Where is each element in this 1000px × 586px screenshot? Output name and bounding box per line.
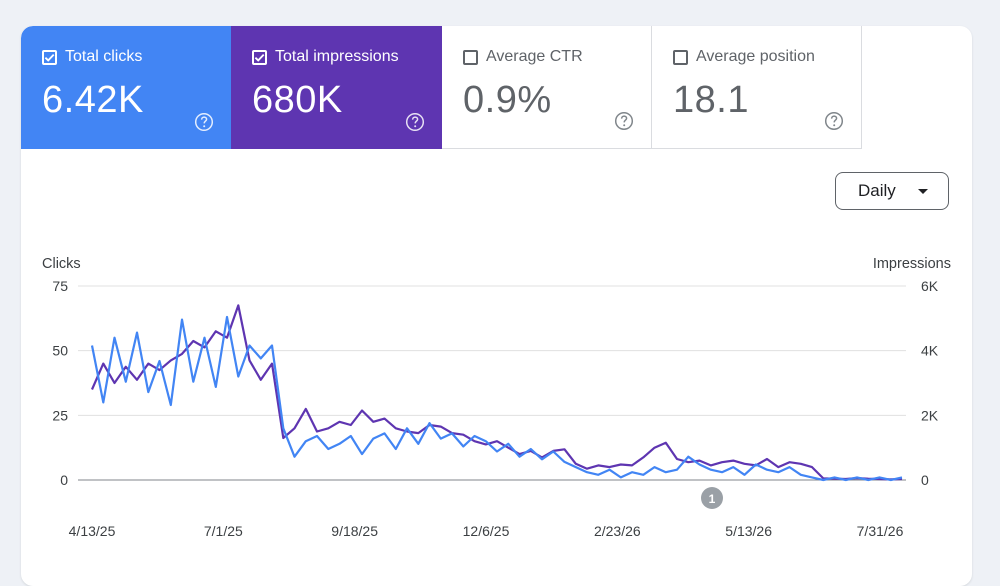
average-ctr-checkbox[interactable] [463, 49, 478, 65]
chart-tick-labels: 0 0 25 2K 50 4K 75 6K 4/13/25 7/1/25 9/18/25 12/6/2… [52, 278, 938, 539]
x-tick-label: 5/13/26 [725, 523, 772, 539]
period-dropdown[interactable]: Daily [835, 172, 949, 210]
annotation-marker-label: 1 [709, 492, 716, 506]
performance-chart: 0 0 25 2K 50 4K 75 6K 4/13/25 7/1/25 9/18/25 12/6/2… [42, 256, 951, 539]
caret-down-icon [918, 189, 928, 194]
chart-gridlines [78, 285, 906, 481]
x-tick-label: 9/18/25 [331, 523, 378, 539]
clicks-series-line [90, 315, 903, 482]
metric-total-impressions[interactable]: Total impressions 680K [231, 26, 442, 149]
metric-label: Average CTR [486, 48, 583, 65]
y-right-tick-label: 0 [921, 472, 929, 488]
chart-series [90, 304, 903, 482]
metric-label: Total clicks [65, 48, 143, 65]
performance-card: Total clicks 6.42K Total impressions 680… [21, 26, 972, 586]
y-left-tick-label: 75 [52, 278, 68, 294]
annotation-marker[interactable]: 1 [701, 487, 723, 509]
metric-average-ctr[interactable]: Average CTR 0.9% [442, 26, 652, 149]
y-left-tick-label: 50 [52, 343, 68, 359]
y-right-tick-label: 4K [921, 343, 939, 359]
y-right-tick-label: 2K [921, 407, 939, 423]
help-icon[interactable] [824, 111, 844, 131]
metric-value: 0.9% [463, 79, 552, 121]
help-icon[interactable] [194, 112, 214, 132]
metric-total-clicks[interactable]: Total clicks 6.42K [21, 26, 231, 149]
y-axis-label-right: Impressions [873, 256, 951, 272]
y-left-tick-label: 0 [60, 472, 68, 488]
total-clicks-checkbox[interactable] [42, 49, 57, 65]
annotation-marker-dot [701, 487, 723, 509]
metric-average-position[interactable]: Average position 18.1 [652, 26, 862, 149]
average-position-checkbox[interactable] [673, 49, 688, 65]
x-tick-label: 7/31/26 [857, 523, 904, 539]
metric-value: 680K [252, 79, 343, 121]
period-label: Daily [858, 181, 896, 200]
checkmark-icon [44, 53, 55, 62]
metric-label: Total impressions [275, 48, 399, 65]
metric-tiles: Total clicks 6.42K Total impressions 680… [21, 26, 862, 149]
metric-value: 18.1 [673, 79, 749, 121]
total-impressions-checkbox[interactable] [252, 49, 267, 65]
x-tick-label: 7/1/25 [204, 523, 243, 539]
y-axis-label-left: Clicks [42, 256, 81, 272]
y-right-tick-label: 6K [921, 278, 939, 294]
checkmark-icon [254, 53, 265, 62]
x-tick-label: 2/23/26 [594, 523, 641, 539]
y-left-tick-label: 25 [52, 407, 68, 423]
x-tick-label: 12/6/25 [463, 523, 510, 539]
x-tick-label: 4/13/25 [69, 523, 116, 539]
metric-value: 6.42K [42, 79, 144, 121]
impressions-series-line [90, 304, 903, 481]
help-icon[interactable] [405, 112, 425, 132]
help-icon[interactable] [614, 111, 634, 131]
metric-label: Average position [696, 48, 815, 65]
